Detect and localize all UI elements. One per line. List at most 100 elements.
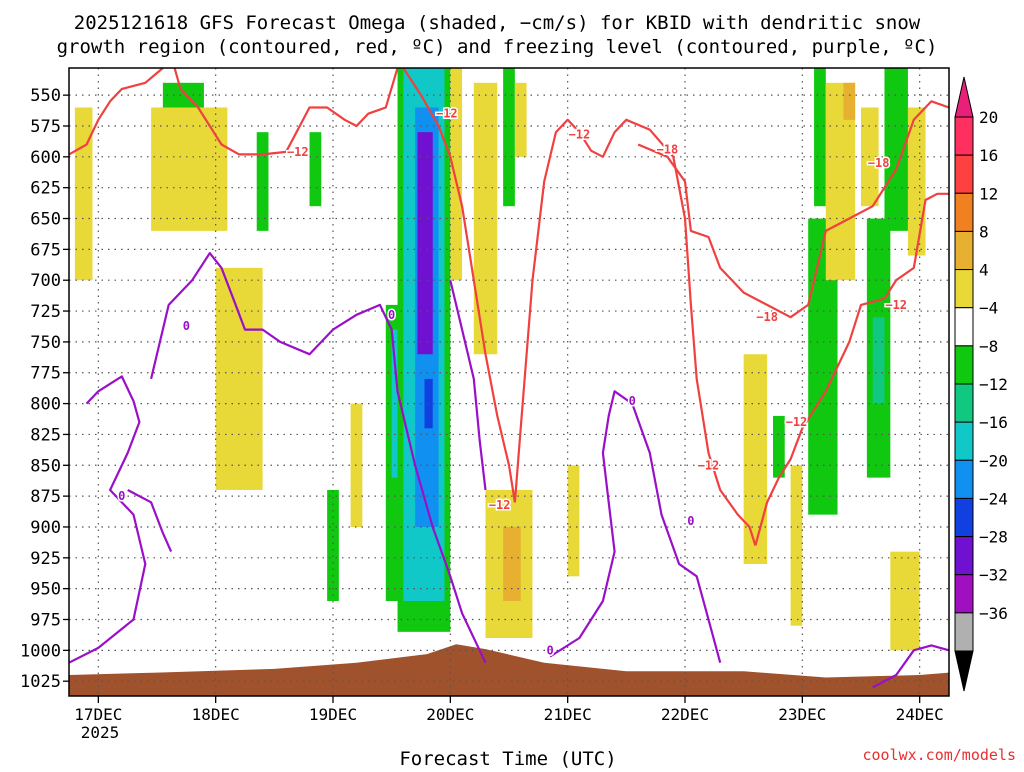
plot-frame xyxy=(68,67,950,697)
y-tick-label-600: 600 xyxy=(30,148,61,168)
omega-shade-6 xyxy=(424,378,433,429)
y-tick-label-850: 850 xyxy=(30,456,61,476)
freezing-label-11: 0 xyxy=(118,489,125,503)
m18-label-3: −18 xyxy=(657,142,679,156)
omega-shade-16 xyxy=(790,465,803,626)
y-tick-label-625: 625 xyxy=(30,179,61,199)
x-tick-label-18DEC: 18DEC xyxy=(192,705,240,724)
omega-shade-32 xyxy=(256,132,269,231)
omega-shade-28 xyxy=(215,267,263,490)
y-tick-label-900: 900 xyxy=(30,518,61,538)
y-tick-label-675: 675 xyxy=(30,240,61,260)
omega-shade-33 xyxy=(309,132,322,207)
omega-shade-11 xyxy=(503,68,515,207)
colorbar-swatch-12 xyxy=(954,574,974,614)
colorbar-swatch-10 xyxy=(954,497,974,538)
omega-shade-24 xyxy=(884,68,908,231)
colorbar-label-3: 8 xyxy=(979,222,989,241)
credit-text: coolwx.com/models xyxy=(862,746,1016,764)
y-tick-label-650: 650 xyxy=(30,210,61,230)
y-tick-label-875: 875 xyxy=(30,487,61,507)
colorbar-swatch-7 xyxy=(954,383,974,423)
m12-contour-10 xyxy=(754,192,949,546)
colorbar-bottom-arrow xyxy=(954,650,974,692)
colorbar-label-8: −16 xyxy=(979,413,1008,432)
freezing-contour-3 xyxy=(449,279,487,491)
m18-label-5: −18 xyxy=(868,156,890,170)
freezing-label-12: 0 xyxy=(183,319,190,333)
colorbar-label-11: −28 xyxy=(979,528,1008,547)
m12-contour-7 xyxy=(173,67,399,156)
y-tick-label-975: 975 xyxy=(30,611,61,631)
colorbar-label-7: −12 xyxy=(979,375,1008,394)
y-tick-label-950: 950 xyxy=(30,580,61,600)
colorbar-label-12: −32 xyxy=(979,566,1008,585)
colorbar-label-13: −36 xyxy=(979,604,1008,623)
omega-shade-7 xyxy=(450,68,463,281)
omega-shade-20 xyxy=(843,82,856,120)
colorbar-swatch-9 xyxy=(954,459,974,499)
omega-shade-13 xyxy=(567,465,580,577)
m18-label-7: −18 xyxy=(756,310,778,324)
omega-shade-30 xyxy=(151,107,228,231)
m12-label-2: −12 xyxy=(569,128,591,142)
x-tick-label-22DEC: 22DEC xyxy=(661,705,709,724)
m12-contour-8 xyxy=(402,67,516,503)
chart-title-line2: growth region (contoured, red, ºC) and f… xyxy=(57,36,938,58)
x-tick-label-24DEC: 24DEC xyxy=(896,705,944,724)
m12-label-8: −12 xyxy=(786,415,808,429)
colorbar-swatch-8 xyxy=(954,421,974,461)
colorbar-label-4: 4 xyxy=(979,261,989,280)
y-tick-label-1025: 1025 xyxy=(20,672,61,692)
plot-area: −12 −12 −12 −18 −12 −18 −12 −18 −12 −12 0 0 0 0 0 0 xyxy=(68,67,950,696)
axes: 550 575 600 625 650 675 700 725 750 775 800 825 850 8… xyxy=(20,67,950,724)
omega-shade-12 xyxy=(514,82,527,157)
x-axis-year-label: 2025 xyxy=(81,723,120,742)
colorbar-label-0: 20 xyxy=(979,108,998,127)
freezing-contour-4 xyxy=(549,390,722,663)
m12-label-9: −12 xyxy=(698,458,720,472)
m12-label-0: −12 xyxy=(436,107,458,121)
freezing-contour-0 xyxy=(68,375,147,664)
colorbar-swatch-5 xyxy=(954,307,974,347)
freezing-label-14: 0 xyxy=(546,643,553,657)
freezing-label-13: 0 xyxy=(629,394,636,408)
x-axis-label: Forecast Time (UTC) xyxy=(399,748,616,768)
freezing-label-10: 0 xyxy=(388,308,395,322)
omega-shade-23 xyxy=(872,317,885,404)
x-tick-label-17DEC: 17DEC xyxy=(74,705,122,724)
freezing-contour-2 xyxy=(150,252,487,664)
omega-shade-18 xyxy=(814,68,826,207)
m12-contour-6 xyxy=(68,67,164,156)
m18-contour-11 xyxy=(637,100,950,319)
x-tick-label-23DEC: 23DEC xyxy=(778,705,826,724)
terrain-fill xyxy=(69,644,949,696)
colorbar-swatch-0 xyxy=(954,116,974,156)
colorbar-label-1: 16 xyxy=(979,146,998,165)
y-tick-label-825: 825 xyxy=(30,425,61,445)
colorbar-swatch-2 xyxy=(954,192,974,232)
colorbar-swatch-3 xyxy=(954,230,974,271)
colorbar-swatch-11 xyxy=(954,536,974,576)
freezing-contour-5 xyxy=(872,644,950,689)
omega-shade-34 xyxy=(327,489,339,601)
m12-label-4: −12 xyxy=(489,498,511,512)
freezing-label-15: 0 xyxy=(687,514,694,528)
y-tick-label-775: 775 xyxy=(30,364,61,384)
y-tick-label-750: 750 xyxy=(30,333,61,353)
omega-shade-14 xyxy=(743,354,768,564)
y-tick-label-725: 725 xyxy=(30,302,61,322)
y-tick-label-700: 700 xyxy=(30,271,61,291)
x-tick-label-21DEC: 21DEC xyxy=(544,705,592,724)
colorbar-top-arrow xyxy=(954,76,974,118)
y-tick-label-925: 925 xyxy=(30,549,61,569)
colorbar-label-9: −20 xyxy=(979,451,1008,470)
omega-shade-26 xyxy=(890,551,920,651)
colorbar-swatch-6 xyxy=(954,345,974,385)
y-tick-label-800: 800 xyxy=(30,395,61,415)
chart-title-line1: 2025121618 GFS Forecast Omega (shaded, −… xyxy=(74,12,921,34)
y-tick-label-550: 550 xyxy=(30,86,61,106)
colorbar-label-6: −8 xyxy=(979,337,998,356)
